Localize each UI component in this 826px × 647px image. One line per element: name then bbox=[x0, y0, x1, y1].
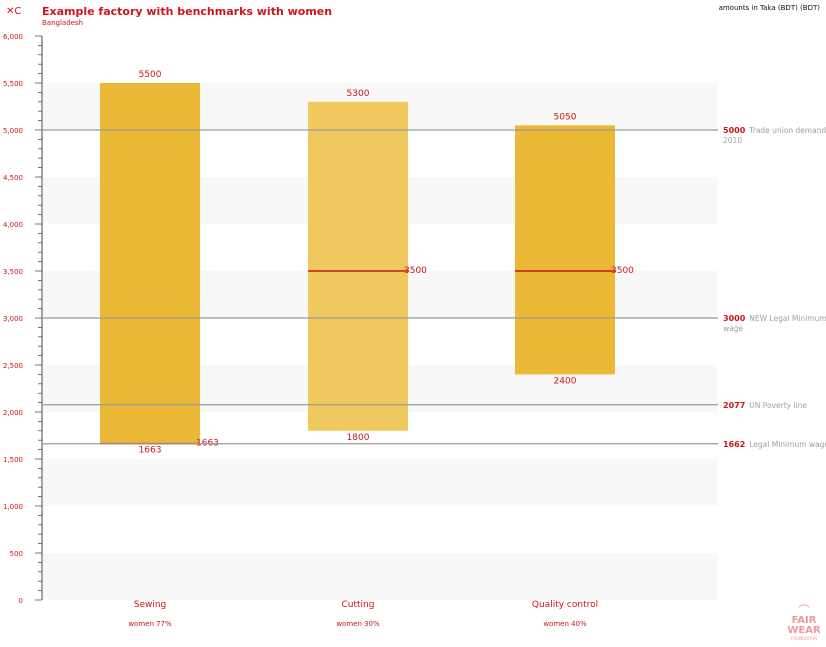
benchmark-value: 2077 bbox=[723, 401, 745, 410]
logo-word-fair: FAIR bbox=[791, 615, 817, 626]
bar-low-label: 1800 bbox=[347, 433, 370, 443]
bar-low-label: 2400 bbox=[554, 376, 577, 386]
hanger-icon: ⌒ bbox=[797, 604, 810, 618]
logo-word-wear: WEAR bbox=[787, 625, 821, 636]
grid-band bbox=[43, 459, 718, 506]
y-tick-label: 2,000 bbox=[3, 409, 23, 417]
fair-wear-logo: ⌒ FAIR WEAR FOUNDATION bbox=[784, 604, 824, 642]
y-tick-label: 1,500 bbox=[3, 456, 23, 464]
y-tick-label: 6,000 bbox=[3, 33, 23, 41]
chart-subtitle: Bangladesh bbox=[42, 19, 84, 27]
benchmark-text-line2: 2010 bbox=[723, 136, 742, 145]
benchmark-value: 3000 bbox=[723, 314, 746, 323]
y-tick-label: 2,500 bbox=[3, 362, 23, 370]
y-tick-label: 1,000 bbox=[3, 503, 23, 511]
marker-label: 3500 bbox=[611, 266, 634, 276]
marker-label: 3500 bbox=[404, 266, 427, 276]
category-label: Sewing bbox=[134, 600, 167, 610]
y-tick-label: 3,500 bbox=[3, 268, 23, 276]
bar-high-label: 5500 bbox=[139, 70, 162, 80]
benchmark-text-line2: wage bbox=[723, 324, 743, 333]
bar-low-label: 1663 bbox=[139, 446, 162, 456]
y-tick-label: 500 bbox=[10, 550, 23, 558]
benchmark-value: 5000 bbox=[723, 126, 746, 135]
category-sublabel: women 40% bbox=[543, 620, 587, 628]
range-bar bbox=[308, 101, 408, 431]
benchmark-text: UN Poverty line bbox=[749, 401, 807, 410]
currency-note: amounts in Taka (BDT) (BDT) bbox=[718, 4, 820, 12]
range-bar bbox=[515, 125, 615, 375]
benchmark-label: 1662 Legal Minimum wage bbox=[723, 440, 826, 449]
benchmark-value: 1662 bbox=[723, 440, 745, 449]
y-tick-label: 4,000 bbox=[3, 221, 23, 229]
benchmark-text: NEW Legal Minimum bbox=[749, 314, 826, 323]
bar-high-label: 5050 bbox=[554, 112, 577, 122]
benchmark-text: Trade union demand bbox=[748, 126, 826, 135]
y-tick-label: 5,000 bbox=[3, 127, 23, 135]
category-sublabel: women 30% bbox=[336, 620, 380, 628]
range-bar bbox=[100, 83, 200, 444]
benchmark-text: Legal Minimum wage bbox=[749, 440, 826, 449]
logo-word-foundation: FOUNDATION bbox=[790, 636, 818, 641]
category-label: Quality control bbox=[532, 600, 598, 610]
y-tick-label: 0 bbox=[19, 597, 23, 605]
benchmark-label: 3000 NEW Legal Minimum bbox=[723, 314, 826, 323]
grid-band bbox=[43, 553, 718, 600]
bar-high-label: 5300 bbox=[347, 89, 370, 99]
y-tick-label: 4,500 bbox=[3, 174, 23, 182]
y-tick-label: 3,000 bbox=[3, 315, 23, 323]
chart-title: Example factory with benchmarks with wom… bbox=[42, 5, 333, 18]
benchmark-label: 2077 UN Poverty line bbox=[723, 401, 807, 410]
benchmark-label: 5000 Trade union demand bbox=[723, 126, 826, 135]
y-tick-label: 5,500 bbox=[3, 80, 23, 88]
chart-menu-icon[interactable]: ✕C bbox=[6, 6, 22, 17]
category-sublabel: women 77% bbox=[128, 620, 172, 628]
category-label: Cutting bbox=[342, 600, 375, 610]
